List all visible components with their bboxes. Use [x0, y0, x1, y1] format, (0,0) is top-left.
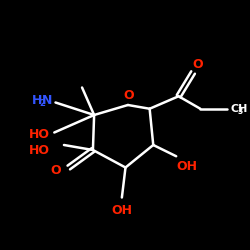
Text: CH: CH	[230, 104, 248, 114]
Text: O: O	[123, 89, 134, 102]
Text: H: H	[32, 94, 42, 108]
Text: 3: 3	[237, 107, 242, 116]
Text: HO: HO	[29, 128, 50, 141]
Text: HO: HO	[29, 144, 50, 157]
Text: O: O	[192, 58, 203, 71]
Text: 2: 2	[39, 99, 45, 108]
Text: OH: OH	[112, 204, 132, 216]
Text: O: O	[51, 164, 61, 177]
Text: N: N	[42, 94, 52, 108]
Text: OH: OH	[176, 160, 197, 173]
